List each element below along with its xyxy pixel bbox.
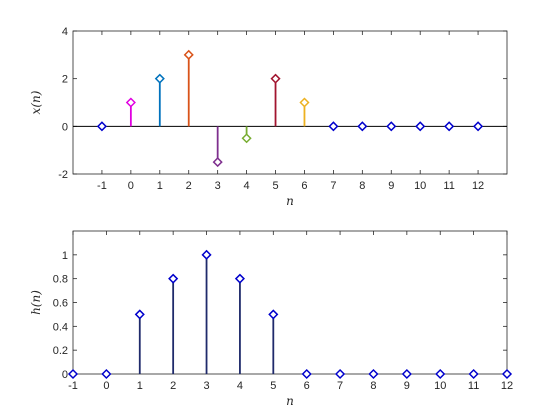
x-tick-label: 3 — [203, 380, 209, 392]
x-tick-label: 8 — [370, 380, 376, 392]
stem-marker — [268, 309, 279, 320]
stem-marker — [468, 368, 479, 380]
x-tick-label: 1 — [157, 180, 163, 192]
x-tick-label: -1 — [68, 380, 78, 392]
x-axis-label: n — [286, 394, 294, 408]
stem-marker — [299, 97, 310, 108]
stem-marker — [301, 368, 312, 380]
stem-marker — [101, 368, 112, 380]
stem-marker — [241, 133, 252, 144]
y-tick-label: 0.4 — [53, 321, 68, 333]
stem-marker — [67, 368, 79, 380]
x-tick-label: 0 — [128, 180, 134, 192]
y-tick-label: 4 — [62, 26, 68, 38]
stem-marker — [473, 121, 484, 132]
x-axis-label: n — [286, 194, 294, 208]
x-tick-label: 8 — [359, 180, 365, 192]
x-tick-label: 9 — [404, 380, 410, 392]
x-tick-label: 5 — [270, 380, 276, 392]
stem-marker — [134, 309, 145, 320]
stem-marker — [386, 121, 397, 132]
stem-marker — [183, 49, 194, 60]
x-tick-label: 11 — [443, 180, 454, 192]
x-tick-label: 0 — [103, 380, 109, 392]
x-tick-label: 12 — [472, 180, 484, 192]
x-tick-label: 10 — [434, 380, 446, 392]
stem-marker — [96, 121, 107, 132]
x-tick-label: 2 — [186, 180, 192, 192]
y-axis-label: h(n) — [29, 290, 43, 315]
x-tick-label: 3 — [215, 180, 221, 192]
x-tick-label: 7 — [337, 380, 343, 392]
y-tick-label: 0.8 — [53, 274, 68, 286]
axes-frame — [72, 230, 508, 375]
x-tick-label: 4 — [244, 180, 250, 192]
stem-marker — [444, 121, 455, 132]
x-tick-label: 6 — [301, 180, 307, 192]
x-tick-label: 2 — [170, 380, 176, 392]
x-tick-label: 10 — [414, 180, 426, 192]
stem-marker — [168, 273, 179, 284]
x-tick-label: 7 — [330, 180, 336, 192]
x-tick-label: 6 — [304, 380, 310, 392]
y-tick-label: 0.6 — [53, 298, 68, 310]
stem-marker — [435, 368, 446, 380]
stem-marker — [415, 121, 426, 132]
x-tick-label: 11 — [468, 380, 479, 392]
stem-marker — [335, 368, 346, 380]
x-tick-label: 12 — [501, 380, 513, 392]
stem-marker — [234, 273, 245, 284]
y-tick-label: 2 — [62, 74, 68, 86]
stem-marker — [270, 73, 281, 84]
stem-marker — [501, 368, 513, 380]
axes-frame — [72, 30, 508, 175]
stem-marker — [212, 157, 223, 168]
x-tick-label: 5 — [272, 180, 278, 192]
stem-marker — [357, 121, 368, 132]
x-tick-label: 4 — [237, 380, 243, 392]
x-tick-label: -1 — [97, 180, 107, 192]
y-tick-label: 0 — [62, 121, 68, 133]
y-tick-label: 1 — [62, 250, 68, 262]
y-tick-label: 0.2 — [53, 345, 68, 357]
stem-marker — [125, 97, 136, 108]
stem-marker — [154, 73, 165, 84]
stem-marker — [328, 121, 339, 132]
stem-marker — [401, 368, 412, 380]
x-tick-label: 1 — [137, 380, 143, 392]
y-tick-label: -2 — [58, 169, 68, 181]
y-axis-label: x(n) — [29, 90, 43, 114]
x-tick-label: 9 — [388, 180, 394, 192]
stem-marker — [368, 368, 379, 380]
y-tick-label: 0 — [62, 369, 68, 381]
stem-marker — [201, 249, 212, 260]
